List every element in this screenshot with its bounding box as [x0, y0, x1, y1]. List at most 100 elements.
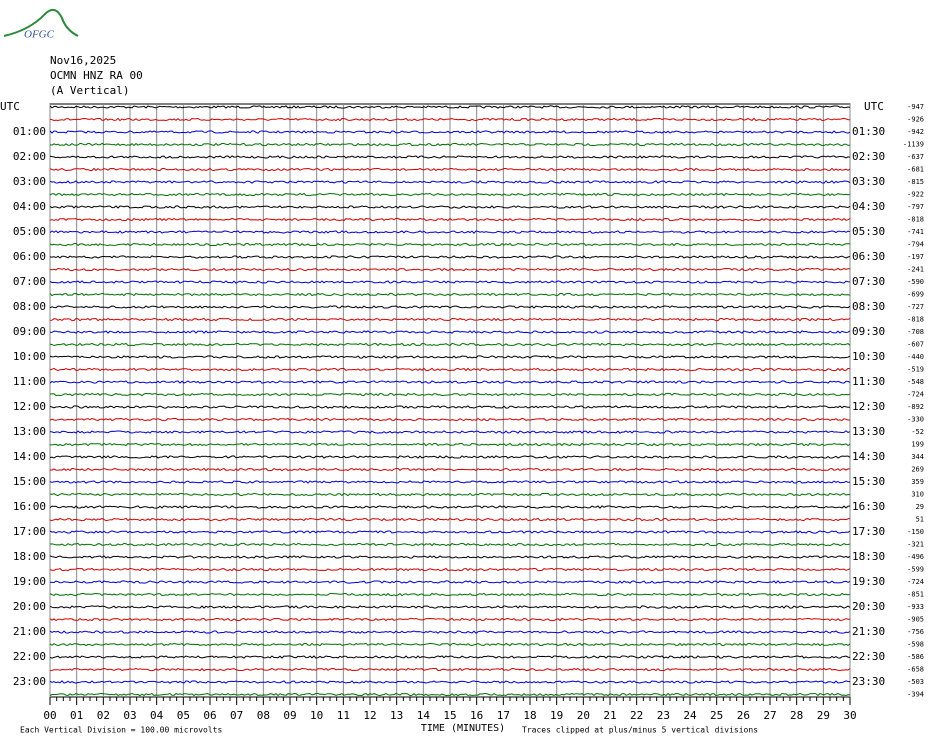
trace [49, 517, 851, 522]
trace-offset: -922 [907, 191, 924, 199]
x-tick-label: 27 [763, 709, 776, 722]
trace-offset: -1139 [903, 141, 924, 149]
trace-offset: -197 [907, 253, 924, 261]
x-tick-label: 04 [150, 709, 164, 722]
left-time-label: 05:00 [13, 225, 46, 238]
right-time-label: 01:30 [852, 125, 885, 138]
trace-offset: -52 [911, 428, 924, 436]
trace [49, 605, 851, 609]
x-tick-label: 14 [417, 709, 431, 722]
x-tick-label: 25 [710, 709, 723, 722]
trace [49, 492, 851, 497]
x-tick-label: 01 [70, 709, 83, 722]
left-time-label: 21:00 [13, 625, 46, 638]
left-time-label: 12:00 [13, 400, 46, 413]
right-time-label: 12:30 [852, 400, 885, 413]
date: Nov16,2025 [50, 54, 116, 67]
right-time-label: 17:30 [852, 525, 885, 538]
trace-offset: -905 [907, 616, 924, 624]
trace [49, 230, 851, 234]
x-tick-label: 07 [230, 709, 243, 722]
trace [49, 455, 851, 459]
right-time-label: 14:30 [852, 450, 885, 463]
logo: OFGC [3, 8, 79, 41]
right-time-label: 08:30 [852, 300, 885, 313]
trace [49, 142, 851, 147]
right-time-label: 22:30 [852, 650, 885, 663]
trace [49, 617, 851, 622]
trace-offset: -933 [907, 603, 924, 611]
right-time-label: 10:30 [852, 350, 885, 363]
x-tick-label: 29 [817, 709, 830, 722]
trace-offset: -598 [907, 641, 924, 649]
trace [49, 130, 851, 134]
station: OCMN HNZ RA 00 [50, 69, 143, 82]
trace [49, 330, 851, 334]
right-axis-title: UTC [864, 100, 884, 113]
trace [49, 317, 851, 322]
trace [49, 430, 851, 434]
trace-offset: -926 [907, 116, 924, 124]
trace [49, 630, 851, 634]
x-tick-label: 26 [737, 709, 750, 722]
trace-offset: -607 [907, 341, 924, 349]
right-time-label: 13:30 [852, 425, 885, 438]
grid: 00 01 02 03 04 05 06 07 08 09 10 11 12 13 14 15 16 17 18 19… [43, 103, 857, 722]
trace [49, 530, 851, 534]
trace-offset: -321 [907, 541, 924, 549]
logo-text: OFGC [24, 29, 55, 41]
trace [49, 305, 851, 309]
trace [49, 367, 851, 372]
trace-offset: -637 [907, 153, 924, 161]
left-time-label: 03:00 [13, 175, 46, 188]
right-time-label: 21:30 [852, 625, 885, 638]
right-time-label: 05:30 [852, 225, 885, 238]
x-tick-label: 16 [470, 709, 483, 722]
trace-offset: -590 [907, 278, 924, 286]
traces [49, 105, 851, 697]
trace [49, 480, 851, 484]
trace [49, 655, 851, 659]
trace-offset: -797 [907, 203, 924, 211]
left-time-label: 09:00 [13, 325, 46, 338]
trace [49, 417, 851, 422]
x-tick-label: 10 [310, 709, 323, 722]
trace [49, 405, 851, 409]
trace [49, 292, 851, 297]
right-time-label: 23:30 [852, 675, 885, 688]
x-tick-label: 28 [790, 709, 803, 722]
left-axis-title: UTC [0, 100, 20, 113]
trace [49, 267, 851, 272]
trace-offset: -708 [907, 328, 924, 336]
left-time-label: 14:00 [13, 450, 46, 463]
x-tick-label: 19 [550, 709, 563, 722]
trace-offset: -548 [907, 378, 924, 386]
trace [49, 117, 850, 122]
trace [49, 242, 851, 247]
trace-offset: -947 [907, 103, 924, 111]
x-tick-label: 02 [97, 709, 110, 722]
component: (A Vertical) [50, 84, 129, 97]
trace-offset: -724 [907, 578, 924, 586]
left-time-label: 10:00 [13, 350, 46, 363]
trace-offset: -724 [907, 391, 924, 399]
x-tick-label: 05 [177, 709, 190, 722]
right-time-label: 02:30 [852, 150, 885, 163]
trace [49, 205, 851, 209]
x-tick-label: 23 [657, 709, 670, 722]
trace-offset: -815 [907, 178, 924, 186]
trace [49, 180, 851, 184]
trace-offset: -330 [907, 416, 924, 424]
trace-offset: 51 [916, 516, 924, 524]
x-tick-label: 17 [497, 709, 510, 722]
trace-offset: -241 [907, 266, 924, 274]
trace [50, 442, 851, 447]
left-time-label: 01:00 [13, 125, 46, 138]
trace-offset: -942 [907, 128, 924, 136]
trace-offset: 359 [911, 478, 924, 486]
right-time-label: 09:30 [852, 325, 885, 338]
trace [49, 592, 851, 597]
left-time-label: 08:00 [13, 300, 46, 313]
trace [49, 355, 851, 359]
left-time-label: 02:00 [13, 150, 46, 163]
